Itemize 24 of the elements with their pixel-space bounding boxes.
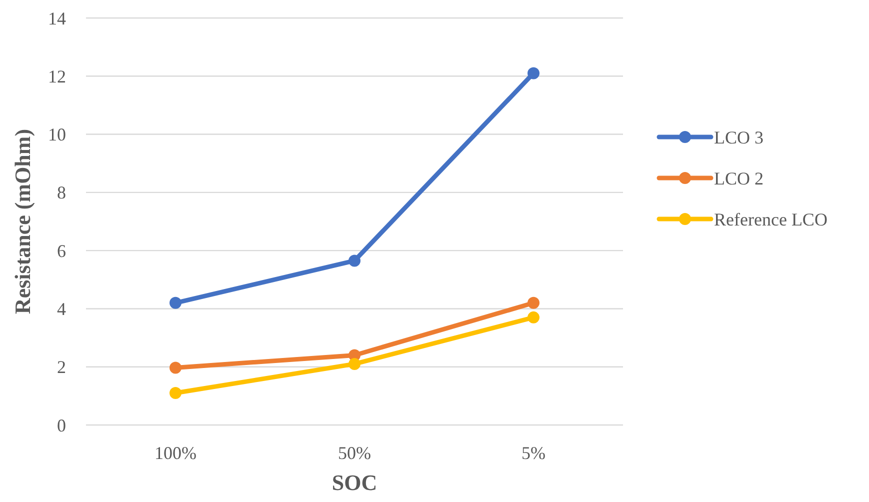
x-axis-title: SOC: [332, 470, 378, 495]
point: [348, 254, 360, 267]
legend-label: Reference LCO: [714, 209, 828, 230]
y-tick-label: 4: [57, 299, 66, 320]
y-axis-title: Resistance (mOhm): [10, 128, 35, 314]
point: [170, 296, 182, 309]
y-tick-label: 8: [57, 182, 66, 203]
x-tick-label: 50%: [338, 443, 371, 463]
point: [170, 362, 182, 374]
legend-label: LCO 3: [714, 127, 764, 148]
y-tick-label: 12: [48, 66, 66, 86]
legend-label: LCO 2: [714, 168, 764, 188]
y-tick-label: 14: [48, 8, 66, 28]
y-tick-label: 2: [57, 357, 66, 378]
y-tick-label: 6: [57, 240, 66, 261]
point: [170, 387, 182, 400]
point: [348, 358, 360, 370]
point: [528, 311, 540, 324]
point: [528, 67, 540, 80]
y-tick-label: 10: [48, 124, 66, 145]
y-tick-label: 0: [57, 415, 66, 436]
point: [528, 296, 540, 309]
x-tick-label: 100%: [154, 443, 196, 463]
x-tick-label: 5%: [522, 443, 546, 463]
